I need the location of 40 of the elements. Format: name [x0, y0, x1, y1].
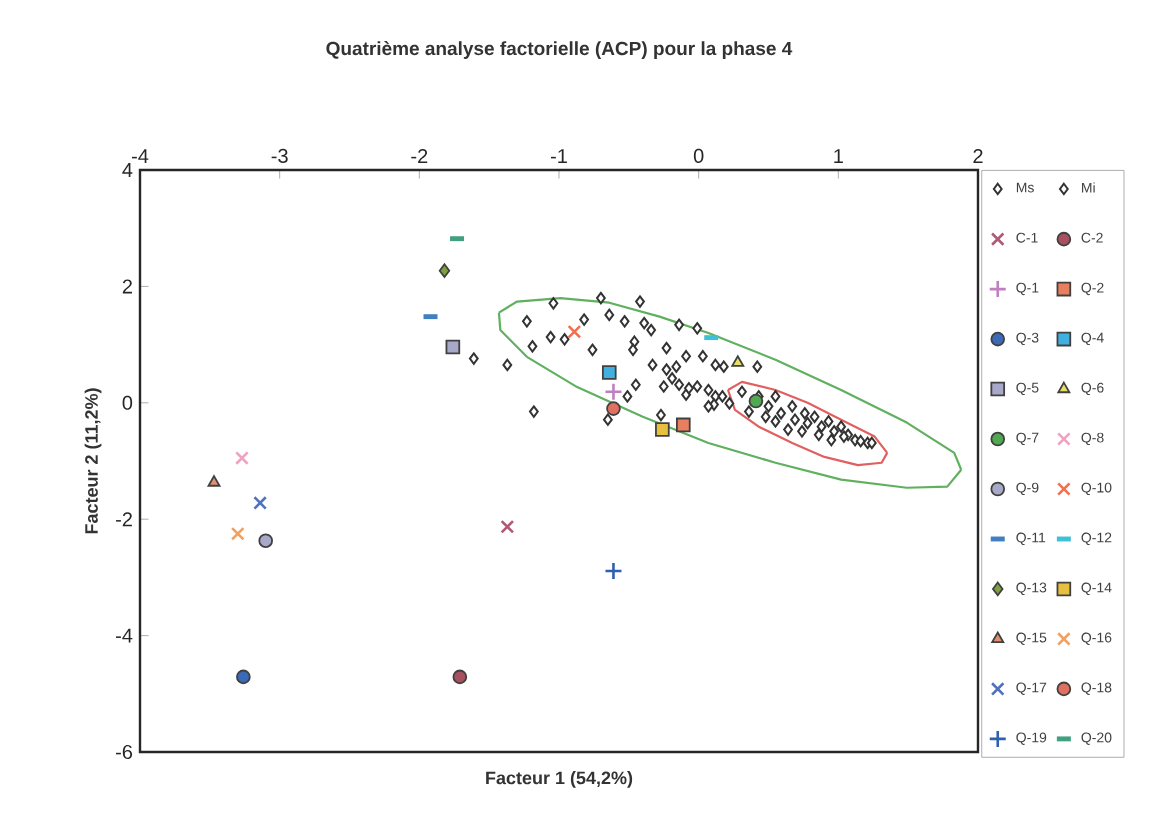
legend-label: Q-3 — [1016, 332, 1039, 346]
legend-label: Q-2 — [1081, 282, 1104, 296]
x-tick-label: -2 — [411, 148, 428, 163]
legend-label: Q-17 — [1016, 682, 1047, 695]
x-tick-label: -3 — [271, 148, 288, 163]
y-tick-label: 0 — [122, 395, 133, 410]
y-tick-label: -2 — [116, 512, 132, 527]
x-tick-label: 2 — [973, 148, 983, 163]
legend-label: Q-13 — [1016, 582, 1047, 595]
y-tick-label: 4 — [122, 163, 133, 177]
x-tick-label: 0 — [693, 148, 704, 163]
x-tick-label: 1 — [834, 149, 843, 163]
legend-label: Q-11 — [1016, 532, 1046, 546]
legend-label: Q-1 — [1016, 282, 1039, 296]
legend-label: Q-14 — [1081, 582, 1112, 595]
chart-title: Quatrième analyse factorielle (ACP) pour la phase 4 — [326, 41, 793, 59]
legend-label: Ms — [1016, 182, 1034, 193]
legend-label: Mi — [1082, 182, 1095, 193]
legend-label: Q-19 — [1016, 732, 1047, 745]
legend-label: Q-12 — [1081, 532, 1112, 546]
legend-label: Q-8 — [1081, 432, 1104, 446]
legend-label: Q-9 — [1016, 482, 1039, 496]
legend-label: Q-15 — [1016, 632, 1047, 645]
legend-label: Q-20 — [1081, 732, 1112, 745]
legend-label: Q-18 — [1081, 682, 1112, 695]
legend-label: Q-5 — [1016, 382, 1039, 396]
legend-label: C-2 — [1081, 232, 1103, 243]
legend-label: Q-7 — [1016, 432, 1039, 446]
x-tick-label: -4 — [131, 149, 149, 163]
legend-label: Q-6 — [1081, 382, 1104, 396]
y-axis-title: Facteur 2 (11,2%) — [84, 388, 102, 534]
legend-label: C-1 — [1016, 232, 1038, 243]
y-tick-label: 2 — [122, 279, 132, 294]
legend-label: Q-10 — [1081, 482, 1112, 496]
y-tick-label: -6 — [116, 744, 133, 760]
y-tick-label: -4 — [116, 628, 133, 643]
x-tick-label: -1 — [550, 149, 567, 163]
legend-label: Q-16 — [1081, 632, 1112, 645]
x-axis-title: Facteur 1 (54,2%) — [486, 771, 633, 788]
legend-label: Q-4 — [1081, 332, 1104, 346]
